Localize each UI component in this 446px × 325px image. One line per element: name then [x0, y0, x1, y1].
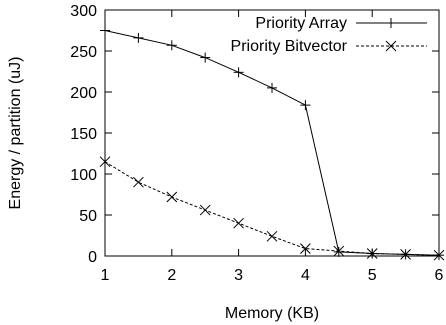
x-axis-label: Memory (KB)	[225, 305, 319, 322]
cross-marker	[133, 176, 144, 188]
data-point	[99, 156, 111, 168]
data-point	[300, 100, 311, 111]
data-point	[166, 40, 177, 51]
cross-marker	[199, 204, 211, 216]
cross-marker	[233, 217, 244, 229]
legend-marker	[385, 40, 397, 52]
legend-label: Priority Array	[255, 15, 347, 32]
cross-marker	[266, 230, 278, 242]
y-tick-label: 150	[70, 126, 97, 143]
cross-marker	[433, 249, 445, 261]
cross-marker	[400, 249, 411, 260]
x-tick-label: 4	[301, 267, 310, 284]
x-tick-label: 2	[167, 267, 176, 284]
y-tick-label: 50	[79, 208, 97, 225]
data-point	[333, 245, 345, 257]
data-point	[300, 243, 311, 254]
data-point	[400, 249, 411, 260]
series-line	[104, 30, 440, 256]
data-point	[233, 67, 244, 78]
y-tick-label: 300	[70, 3, 97, 20]
series-1	[100, 25, 444, 261]
data-point	[133, 176, 144, 188]
x-tick-label: 1	[101, 267, 110, 284]
data-point	[266, 230, 278, 242]
y-tick-label: 0	[88, 249, 97, 266]
cross-marker	[300, 243, 311, 254]
cross-marker	[99, 156, 111, 168]
data-point	[100, 25, 110, 36]
x-tick-label: 3	[234, 267, 243, 284]
data-point	[166, 191, 178, 203]
x-tick-label: 6	[435, 267, 444, 284]
cross-marker	[333, 245, 345, 257]
data-point	[366, 248, 378, 259]
cross-marker	[366, 248, 378, 259]
data-point	[267, 82, 277, 93]
data-point	[233, 217, 244, 229]
x-tick-label: 5	[368, 267, 377, 284]
legend-marker	[386, 18, 396, 28]
cross-marker	[385, 40, 397, 52]
plot-frame	[104, 9, 440, 257]
series-line	[104, 161, 440, 256]
data-point	[333, 246, 344, 257]
data-point	[133, 32, 144, 43]
data-point	[433, 249, 445, 261]
y-axis-label: Energy / partition (uJ)	[7, 57, 24, 210]
data-point	[199, 204, 211, 216]
series-layer	[99, 25, 445, 261]
legend: Priority Array Priority Bitvector	[231, 15, 427, 55]
y-tick-label: 250	[70, 44, 97, 61]
series-2	[99, 156, 445, 261]
cross-marker	[166, 191, 178, 203]
axis-ticks: 1 2 3 4 5 6 0 50 100 150 200 250 300	[70, 3, 443, 284]
y-tick-label: 200	[70, 85, 97, 102]
y-tick-label: 100	[70, 167, 97, 184]
legend-label: Priority Bitvector	[231, 38, 348, 55]
data-point	[200, 52, 211, 63]
